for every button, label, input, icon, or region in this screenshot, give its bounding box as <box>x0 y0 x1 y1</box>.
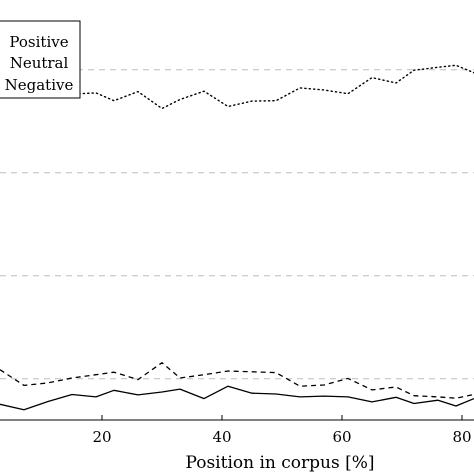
x-tick-label-40: 40 <box>212 428 231 446</box>
series-lines <box>0 64 474 411</box>
x-tick-label-80: 80 <box>452 428 471 446</box>
x-axis-ticks: 20 40 60 80 <box>92 415 472 446</box>
legend-box <box>0 20 81 99</box>
legend: Positive Neutral Negative <box>0 20 81 99</box>
legend-label-negative: Negative <box>5 76 74 94</box>
grid-lines <box>0 69 474 380</box>
x-tick-label-20: 20 <box>92 428 111 446</box>
legend-label-positive: Positive <box>9 33 68 51</box>
x-tick-label-60: 60 <box>332 428 351 446</box>
legend-label-neutral: Neutral <box>10 54 69 72</box>
series-line-negative <box>0 64 474 110</box>
x-axis-label: Position in corpus [%] <box>185 453 374 473</box>
series-line-neutral <box>0 362 474 399</box>
series-line-positive <box>0 385 474 411</box>
